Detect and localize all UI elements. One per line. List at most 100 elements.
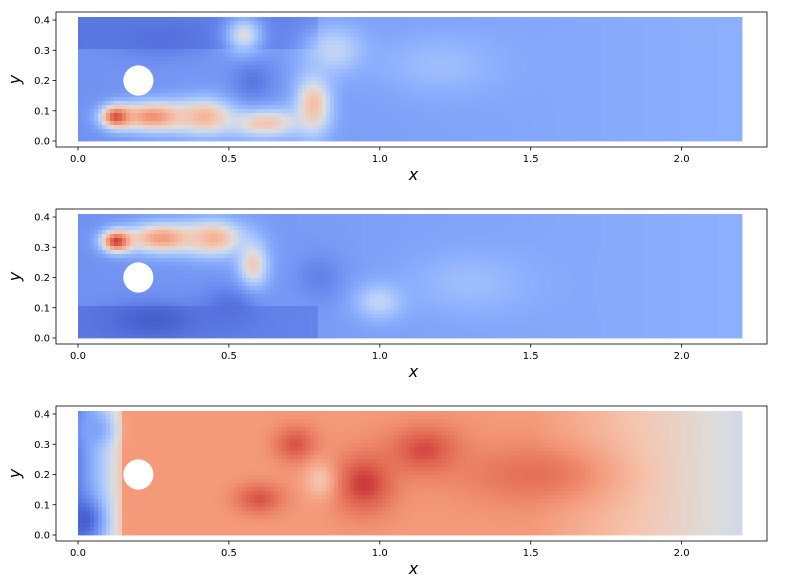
field-cell	[202, 17, 207, 22]
field-cell	[382, 33, 387, 38]
field-cell	[550, 89, 555, 94]
field-cell	[654, 61, 659, 66]
field-cell	[150, 125, 155, 130]
field-cell	[530, 137, 535, 142]
field-cell	[578, 21, 583, 26]
field-cell	[422, 73, 427, 78]
field-cell	[706, 113, 711, 118]
field-cell	[346, 137, 351, 142]
field-cell	[518, 81, 523, 86]
field-cell	[102, 65, 107, 70]
field-cell	[318, 37, 323, 42]
field-cell	[562, 85, 567, 90]
field-cell	[370, 29, 375, 34]
field-cell	[318, 21, 323, 26]
field-cell	[390, 81, 395, 86]
field-cell	[698, 29, 703, 34]
field-cell	[502, 45, 507, 50]
field-cell	[286, 57, 291, 62]
field-cell	[318, 17, 323, 22]
field-cell	[362, 113, 367, 118]
field-cell	[202, 77, 207, 82]
field-cell	[90, 17, 95, 22]
field-cell	[150, 109, 155, 114]
field-cell	[538, 65, 543, 70]
field-cell	[178, 41, 183, 46]
field-cell	[646, 57, 651, 62]
field-cell	[482, 45, 487, 50]
field-cell	[218, 113, 223, 118]
field-cell	[386, 117, 391, 122]
field-cell	[354, 101, 359, 106]
field-cell	[86, 53, 91, 58]
field-cell	[626, 93, 631, 98]
field-cell	[186, 81, 191, 86]
field-cell	[390, 101, 395, 106]
field-cell	[622, 41, 627, 46]
field-cell	[230, 33, 235, 38]
field-cell	[402, 137, 407, 142]
field-cell	[114, 81, 119, 86]
field-cell	[262, 129, 267, 134]
field-cell	[514, 73, 519, 78]
field-cell	[154, 77, 159, 82]
field-cell	[362, 69, 367, 74]
field-cell	[578, 97, 583, 102]
field-cell	[714, 41, 719, 46]
field-cell	[638, 85, 643, 90]
field-cell	[238, 41, 243, 46]
field-cell	[634, 101, 639, 106]
field-cell	[258, 117, 263, 122]
field-cell	[314, 33, 319, 38]
field-cell	[438, 61, 443, 66]
field-cell	[374, 61, 379, 66]
field-cell	[474, 73, 479, 78]
field-cell	[262, 53, 267, 58]
field-cell	[578, 17, 583, 22]
field-cell	[558, 53, 563, 58]
field-cell	[186, 85, 191, 90]
field-cell	[186, 73, 191, 78]
field-cell	[462, 57, 467, 62]
field-cell	[130, 101, 135, 106]
field-cell	[430, 57, 435, 62]
field-cell	[406, 73, 411, 78]
field-cell	[486, 45, 491, 50]
field-cell	[538, 109, 543, 114]
field-cell	[582, 121, 587, 126]
field-cell	[414, 49, 419, 54]
field-cell	[314, 105, 319, 110]
field-cell	[154, 117, 159, 122]
field-cell	[694, 129, 699, 134]
field-cell	[226, 65, 231, 70]
field-cell	[206, 137, 211, 142]
field-cell	[338, 77, 343, 82]
field-cell	[390, 69, 395, 74]
field-cell	[182, 53, 187, 58]
field-cell	[506, 73, 511, 78]
field-cell	[330, 45, 335, 50]
field-cell	[134, 121, 139, 126]
field-cell	[82, 17, 87, 22]
field-cell	[474, 85, 479, 90]
field-cell	[410, 37, 415, 42]
field-cell	[382, 109, 387, 114]
field-cell	[366, 65, 371, 70]
field-cell	[634, 21, 639, 26]
field-cell	[234, 117, 239, 122]
field-cell	[170, 33, 175, 38]
field-cell	[586, 17, 591, 22]
field-cell	[98, 133, 103, 138]
field-cell	[446, 45, 451, 50]
field-cell	[90, 37, 95, 42]
field-cell	[534, 121, 539, 126]
field-cell	[90, 49, 95, 54]
field-cell	[438, 45, 443, 50]
field-cell	[154, 89, 159, 94]
field-cell	[106, 137, 111, 142]
field-cell	[294, 109, 299, 114]
field-cell	[470, 121, 475, 126]
field-cell	[222, 97, 227, 102]
field-cell	[318, 105, 323, 110]
field-cell	[346, 89, 351, 94]
